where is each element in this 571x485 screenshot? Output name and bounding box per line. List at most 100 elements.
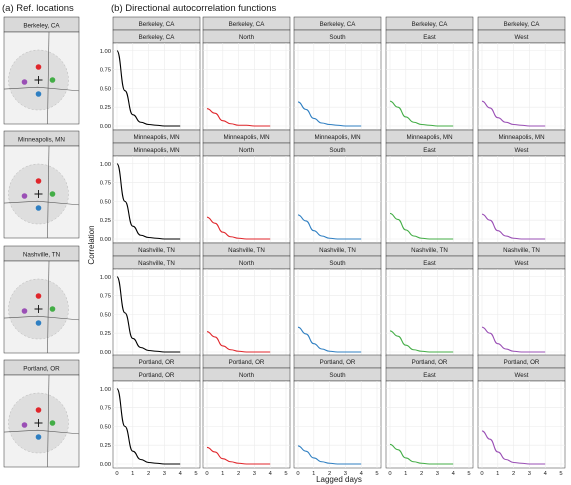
boundary-line — [3, 86, 80, 92]
facet-strip-location-label: Nashville, TN — [411, 247, 448, 254]
series-line — [297, 101, 362, 127]
y-tick-label: 0.75 — [100, 181, 111, 187]
facet-strip-direction-label: North — [239, 260, 255, 267]
plot-area — [477, 42, 566, 131]
series-line — [206, 446, 271, 465]
y-tick-label: 0.50 — [100, 312, 111, 318]
x-tick-label: 0 — [115, 471, 118, 477]
facet-panel: Berkeley, CASouth012345 — [293, 16, 382, 139]
y-tick-label: 1.00 — [100, 162, 111, 168]
facet-strip-direction-label: South — [329, 34, 346, 41]
reference-maps: Berkeley, CA Minneapolis, MN Nashville, TN… — [3, 16, 80, 468]
plot-area — [385, 42, 474, 131]
west-dot — [21, 422, 28, 428]
facet-panel: Portland, OR Portland, OR 0 1 2 3 4 5 0.00 0.25 0.… — [100, 354, 201, 477]
series-line — [389, 443, 454, 465]
facet-panel: Minneapolis, MNWest012345 — [477, 129, 566, 252]
facet-strip-location-label: Portland, OR — [504, 359, 540, 366]
east-dot — [49, 306, 56, 312]
boundary-line — [3, 200, 80, 206]
facet-strip-location-label: Portland, OR — [320, 359, 356, 366]
series-line — [297, 214, 362, 240]
series-line — [389, 212, 454, 240]
facet-strip-location-label: Berkeley, CA — [412, 21, 449, 28]
plot-area — [293, 380, 382, 469]
plot-area — [385, 155, 474, 244]
boundary-line — [3, 429, 80, 435]
facet-strip-location-label: Minneapolis, MN — [498, 134, 544, 141]
facet-strip-direction-label: West — [515, 260, 529, 267]
facet-strip-direction-label: West — [515, 34, 529, 41]
x-tick-label: 1 — [496, 471, 499, 477]
map-0: Berkeley, CA — [3, 16, 80, 125]
series-line — [116, 388, 181, 465]
y-axis-label: Correlation — [87, 225, 96, 264]
plot-area — [202, 42, 291, 131]
facet-strip-direction-label: West — [515, 372, 529, 379]
plot-area — [202, 268, 291, 357]
series-line — [297, 326, 362, 353]
facet-panel: Nashville, TNWest012345 — [477, 242, 566, 365]
west-dot — [21, 308, 28, 314]
boundary-line — [3, 315, 80, 321]
x-tick-label: 0 — [480, 471, 483, 477]
x-tick-label: 4 — [269, 471, 273, 477]
plot-area — [477, 380, 566, 469]
facet-panel: Berkeley, CAEast012345 — [385, 16, 474, 139]
facet-strip-direction-label: Portland, OR — [139, 372, 175, 379]
x-tick-label: 4 — [179, 471, 183, 477]
center-cross-icon — [34, 190, 43, 198]
x-axis-label: Lagged days — [316, 475, 362, 484]
map-location-label: Nashville, TN — [23, 252, 61, 259]
south-dot — [35, 320, 42, 326]
west-dot — [21, 193, 28, 199]
east-dot — [49, 420, 56, 426]
x-tick-label: 2 — [237, 471, 240, 477]
x-tick-label: 5 — [559, 471, 562, 477]
south-dot — [35, 205, 42, 211]
x-tick-label: 5 — [467, 471, 470, 477]
facet-strip-direction-label: North — [239, 372, 255, 379]
facet-panel: Minneapolis, MNSouth012345 — [293, 129, 382, 252]
plot-area — [385, 380, 474, 469]
y-tick-label: 0.25 — [100, 331, 111, 337]
x-tick-label: 1 — [221, 471, 224, 477]
y-tick-label: 1.00 — [100, 49, 111, 55]
plot-area — [202, 380, 291, 469]
series-line — [206, 108, 271, 127]
west-dot — [21, 79, 28, 85]
y-tick-label: 1.00 — [100, 275, 111, 281]
north-dot — [35, 293, 42, 299]
plot-area — [385, 268, 474, 357]
y-tick-label: 0.00 — [100, 350, 111, 356]
facet-strip-direction-label: South — [329, 372, 346, 379]
facet-strip-direction-label: East — [423, 260, 436, 267]
facet-strip-location-label: Minneapolis, MN — [133, 134, 179, 141]
facet-strip-location-label: Minneapolis, MN — [314, 134, 360, 141]
plot-area — [112, 380, 201, 469]
facet-strip-direction-label: West — [515, 147, 529, 154]
series-line — [206, 216, 271, 240]
y-tick-label: 0.50 — [100, 86, 111, 92]
x-tick-label: 2 — [328, 471, 331, 477]
facet-panel: Berkeley, CAWest012345 — [477, 16, 566, 139]
facet-strip-location-label: Portland, OR — [412, 359, 448, 366]
facet-strip-location-label: Portland, OR — [139, 359, 175, 366]
series-line — [116, 50, 181, 127]
map-location-label: Berkeley, CA — [23, 23, 60, 30]
facet-strip-direction-label: Berkeley, CA — [139, 34, 176, 41]
facet-row-3: Portland, OR Portland, OR 0 1 2 3 4 5 0.00 0.25 0.… — [100, 354, 566, 477]
facet-strip-location-label: Nashville, TN — [228, 247, 265, 254]
facet-strip-direction-label: North — [239, 34, 255, 41]
x-tick-label: 1 — [131, 471, 134, 477]
series-line — [481, 100, 546, 127]
facet-strip-location-label: Minneapolis, MN — [406, 134, 452, 141]
map-2: Nashville, TN — [3, 245, 80, 354]
map-location-label: Minneapolis, MN — [18, 137, 65, 144]
facet-strip-direction-label: Nashville, TN — [138, 260, 175, 267]
series-line — [481, 213, 546, 240]
